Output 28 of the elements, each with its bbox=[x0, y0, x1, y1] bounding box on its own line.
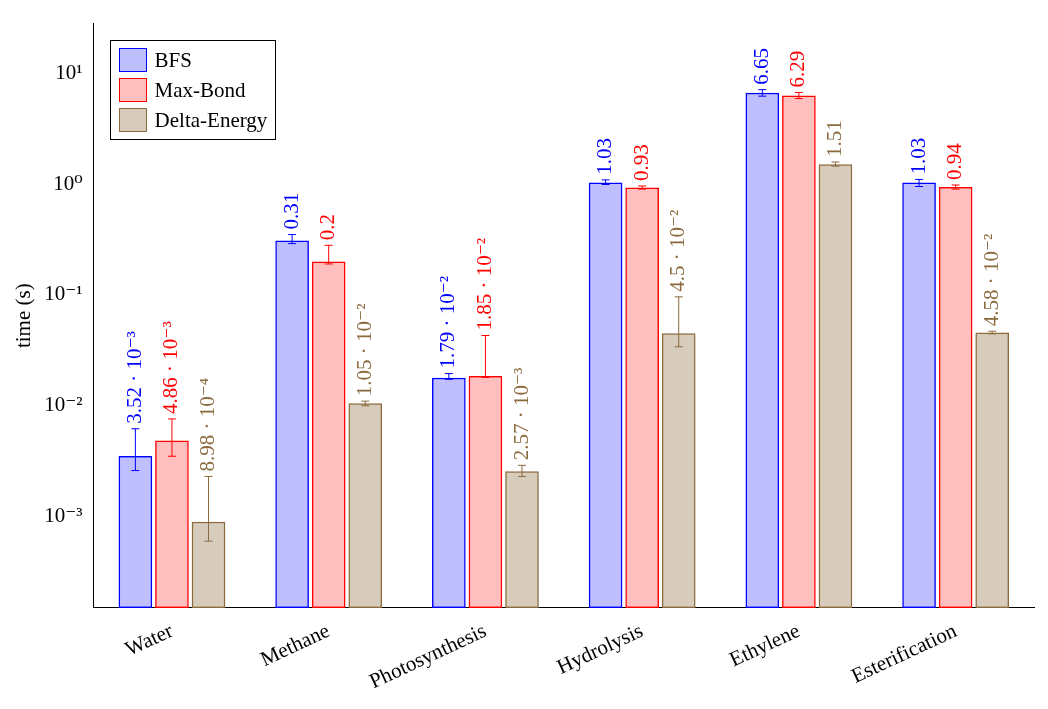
data-label: 0.2 bbox=[315, 214, 340, 241]
y-tick-label: 10⁻³ bbox=[44, 503, 83, 528]
data-label: 1.79 · 10⁻² bbox=[435, 275, 460, 369]
data-label: 1.03 bbox=[592, 138, 617, 175]
data-label: 2.57 · 10⁻³ bbox=[508, 367, 533, 461]
y-tick-label: 10⁻¹ bbox=[44, 281, 83, 306]
data-label: 1.85 · 10⁻² bbox=[471, 237, 496, 331]
x-tick-label: Water bbox=[121, 618, 177, 661]
y-tick-label: 10¹ bbox=[55, 59, 83, 84]
data-label: 8.98 · 10⁻⁴ bbox=[195, 377, 220, 472]
data-label: 1.03 bbox=[905, 137, 930, 175]
y-tick-label: 10⁰ bbox=[53, 170, 83, 195]
data-label: 0.94 bbox=[942, 142, 967, 180]
legend-label: Delta-Energy bbox=[154, 106, 268, 134]
y-tick-label: 10⁻² bbox=[44, 392, 83, 417]
legend-label: BFS bbox=[154, 46, 192, 74]
data-label: 0.93 bbox=[628, 144, 653, 181]
data-label: 6.29 bbox=[785, 50, 810, 88]
data-label: 6.65 bbox=[748, 47, 773, 85]
data-label: 4.58 · 10⁻² bbox=[978, 233, 1003, 327]
legend-label: Max-Bond bbox=[154, 76, 246, 104]
data-label: 1.05 · 10⁻² bbox=[351, 303, 376, 397]
data-label: 0.31 bbox=[278, 192, 303, 230]
data-label: 3.52 · 10⁻³ bbox=[121, 331, 146, 424]
data-label: 4.86 · 10⁻³ bbox=[158, 321, 183, 414]
data-label: 4.5 · 10⁻² bbox=[665, 209, 690, 292]
y-axis-title: time (s) bbox=[11, 283, 36, 349]
data-label: 1.51 bbox=[821, 120, 846, 157]
